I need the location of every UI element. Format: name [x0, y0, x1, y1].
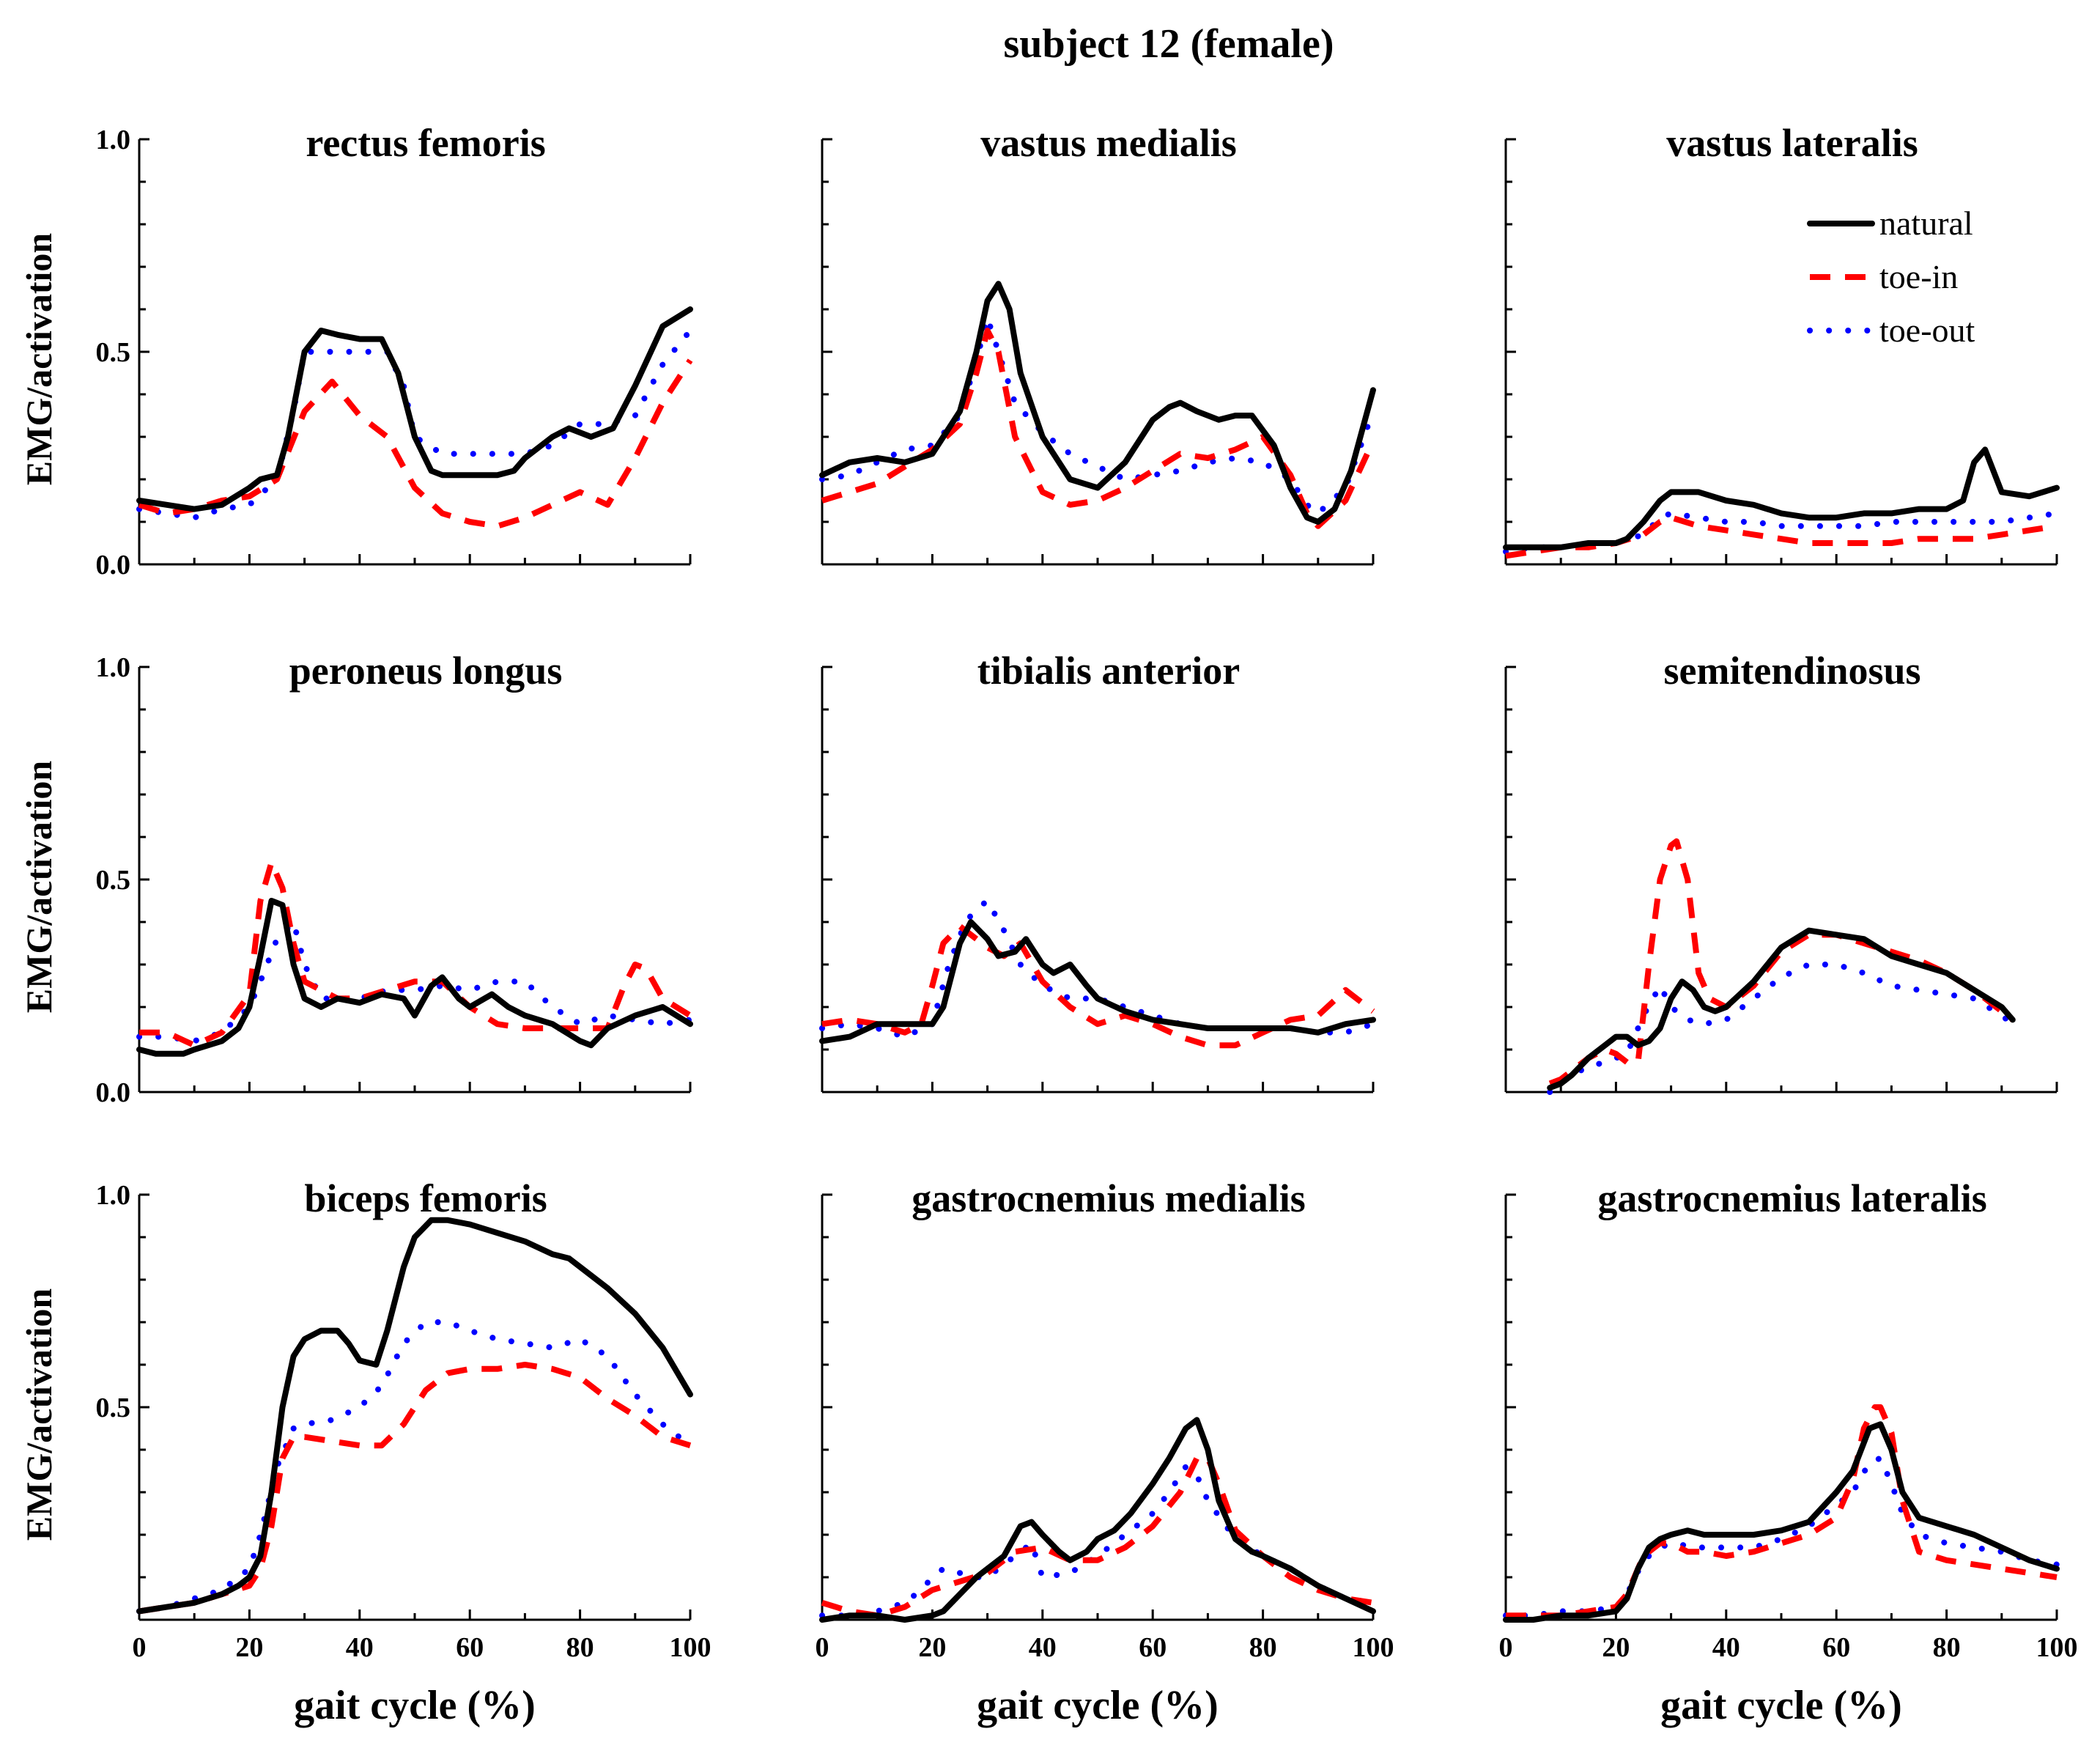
figure-title: subject 12 (female)	[1004, 21, 1334, 67]
x-tick-label: 0	[816, 1632, 829, 1663]
y-tick-label: 1.0	[96, 652, 131, 683]
panel-title: gastrocnemius lateralis	[1597, 1176, 1986, 1220]
panel-title: semitendinosus	[1663, 649, 1920, 693]
x-tick-label: 60	[1139, 1632, 1167, 1663]
panel-title: vastus medialis	[980, 121, 1237, 165]
x-tick-label: 80	[1249, 1632, 1277, 1663]
legend-label-toe-in: toe-in	[1879, 258, 1958, 295]
series-line-toe-in	[1505, 515, 2058, 559]
x-tick-label: 40	[1029, 1632, 1057, 1663]
panel-title: gastrocnemius medialis	[912, 1176, 1306, 1220]
y-tick-label: 0.5	[96, 865, 131, 896]
x-tick-label: 60	[456, 1632, 484, 1663]
x-tick-label: 40	[1712, 1632, 1740, 1663]
x-axis-label: gait cycle (%)	[294, 1683, 536, 1728]
series-line-toe-out	[136, 1319, 693, 1615]
y-tick-label: 1.0	[96, 1180, 131, 1211]
x-tick-label: 20	[918, 1632, 946, 1663]
x-axis-label: gait cycle (%)	[977, 1683, 1219, 1728]
x-tick-label: 80	[566, 1632, 594, 1663]
x-tick-label: 100	[670, 1632, 711, 1663]
series-line-toe-out	[1547, 962, 2016, 1095]
y-tick-label: 0.0	[96, 550, 131, 580]
y-tick-label: 0.0	[96, 1077, 131, 1108]
panel-title: tibialis anterior	[977, 649, 1240, 693]
y-tick-label: 0.5	[96, 1393, 131, 1423]
series-line-natural	[819, 281, 1376, 525]
panel-gastrocnemius-medialis: 0 20 40 60 80 100 gastrocnemius medialis gait c…	[816, 1176, 1394, 1728]
series-line-toe-in	[139, 859, 692, 1049]
x-tick-label: 20	[1602, 1632, 1630, 1663]
panel-peroneus-longus: 0.0 0.5 1.0 peroneus longus EMG/activation	[18, 649, 693, 1108]
series-line-natural	[136, 306, 693, 512]
series-line-natural	[819, 919, 1376, 1044]
panel-title: biceps femoris	[304, 1176, 547, 1220]
series-line-toe-in	[821, 923, 1375, 1049]
series-line-natural	[1503, 446, 2060, 550]
x-tick-label: 60	[1822, 1632, 1850, 1663]
panel-title: vastus lateralis	[1666, 121, 1918, 165]
x-tick-label: 0	[133, 1632, 147, 1663]
series-line-toe-out	[819, 314, 1376, 517]
y-tick-label: 0.5	[96, 337, 131, 368]
x-tick-label: 40	[346, 1632, 374, 1663]
panel-rectus-femoris: 0.0 0.5 1.0 rectus femoris EMG/activation	[18, 121, 693, 580]
series-line-toe-in	[138, 358, 693, 529]
series-line-toe-out	[819, 898, 1376, 1040]
panel-vastus-lateralis: vastus lateralis	[1503, 121, 2060, 566]
y-axis-label: EMG/activation	[18, 233, 59, 486]
panel-vastus-medialis: vastus medialis	[819, 121, 1376, 566]
series-line-natural	[136, 898, 693, 1057]
series-line-natural	[819, 1417, 1376, 1623]
series-line-toe-in	[1548, 838, 2015, 1087]
panel-semitendinosus: semitendinosus	[1504, 649, 2058, 1095]
panel-title: rectus femoris	[306, 121, 545, 165]
series-line-natural	[1547, 927, 2016, 1091]
y-axis-label: EMG/activation	[18, 761, 59, 1014]
series-line-natural	[136, 1217, 693, 1615]
panel-tibialis-anterior: tibialis anterior	[819, 649, 1376, 1094]
x-tick-label: 80	[1933, 1632, 1961, 1663]
legend-label-toe-out: toe-out	[1879, 311, 1975, 349]
x-tick-label: 100	[1353, 1632, 1394, 1663]
panel-biceps-femoris: 0.5 1.0 0 20 40 60 80 100 biceps femoris gait cyc…	[18, 1176, 711, 1728]
legend: natural toe-in toe-out	[1807, 204, 1975, 349]
y-axis-label: EMG/activation	[18, 1288, 59, 1541]
panel-title: peroneus longus	[289, 649, 563, 693]
x-tick-label: 20	[235, 1632, 263, 1663]
series-line-toe-in	[821, 328, 1376, 529]
x-tick-label: 0	[1499, 1632, 1513, 1663]
x-axis-label: gait cycle (%)	[1660, 1683, 1902, 1728]
series-line-natural	[1503, 1421, 2060, 1623]
x-tick-label: 100	[2036, 1632, 2078, 1663]
series-line-toe-in	[138, 1362, 692, 1615]
series-line-toe-in	[1506, 1404, 2058, 1619]
chart-panels: 0.0 0.5 1.0 rectus femoris EMG/activation vas…	[18, 121, 2078, 1728]
legend-label-natural: natural	[1879, 204, 1973, 242]
y-tick-label: 1.0	[96, 125, 131, 155]
panel-gastrocnemius-lateralis: 0 20 40 60 80 100 gastrocnemius lateralis gait …	[1499, 1176, 2078, 1728]
